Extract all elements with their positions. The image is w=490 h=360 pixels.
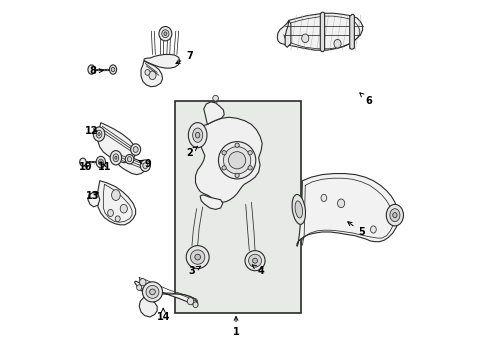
Ellipse shape <box>248 150 252 155</box>
Ellipse shape <box>386 204 403 226</box>
Ellipse shape <box>393 213 397 218</box>
Ellipse shape <box>219 141 256 179</box>
Ellipse shape <box>149 71 156 80</box>
Ellipse shape <box>140 160 150 171</box>
Ellipse shape <box>131 144 141 155</box>
Ellipse shape <box>110 150 122 165</box>
Ellipse shape <box>188 123 207 148</box>
Polygon shape <box>196 117 262 202</box>
Text: 7: 7 <box>176 51 193 63</box>
Text: 11: 11 <box>98 162 111 172</box>
Polygon shape <box>144 54 180 68</box>
Ellipse shape <box>159 27 172 41</box>
Ellipse shape <box>370 226 376 233</box>
Ellipse shape <box>115 156 117 159</box>
Ellipse shape <box>112 190 120 201</box>
Ellipse shape <box>80 158 86 166</box>
Ellipse shape <box>93 127 105 141</box>
Ellipse shape <box>222 166 226 170</box>
Polygon shape <box>320 12 324 51</box>
Ellipse shape <box>100 161 102 163</box>
Ellipse shape <box>191 250 205 264</box>
Ellipse shape <box>145 69 150 75</box>
Polygon shape <box>350 14 354 49</box>
Ellipse shape <box>140 279 146 286</box>
Ellipse shape <box>186 246 209 269</box>
Ellipse shape <box>125 154 134 164</box>
Ellipse shape <box>228 152 245 169</box>
Ellipse shape <box>127 157 132 162</box>
Text: 8: 8 <box>89 66 103 76</box>
Ellipse shape <box>245 251 265 271</box>
Ellipse shape <box>98 159 103 165</box>
Ellipse shape <box>390 209 400 222</box>
Ellipse shape <box>162 30 169 38</box>
Ellipse shape <box>133 147 138 152</box>
Polygon shape <box>285 21 291 47</box>
Polygon shape <box>141 61 163 87</box>
Polygon shape <box>98 123 137 163</box>
Ellipse shape <box>108 210 113 217</box>
Text: 5: 5 <box>348 222 365 237</box>
Text: 4: 4 <box>252 265 265 276</box>
Ellipse shape <box>222 150 226 155</box>
Text: 6: 6 <box>360 93 372 106</box>
Ellipse shape <box>321 194 327 202</box>
Bar <box>175 101 300 313</box>
Polygon shape <box>277 13 363 50</box>
Ellipse shape <box>164 32 167 36</box>
Ellipse shape <box>193 302 198 308</box>
Ellipse shape <box>187 298 194 305</box>
Ellipse shape <box>143 282 163 302</box>
Ellipse shape <box>213 95 219 101</box>
Ellipse shape <box>111 67 115 72</box>
Ellipse shape <box>248 254 262 267</box>
Ellipse shape <box>98 133 100 135</box>
Polygon shape <box>88 192 100 207</box>
Polygon shape <box>115 152 147 175</box>
Ellipse shape <box>223 147 251 174</box>
Ellipse shape <box>146 285 159 298</box>
Polygon shape <box>200 195 223 210</box>
Ellipse shape <box>196 132 200 138</box>
Text: 3: 3 <box>189 266 201 276</box>
Polygon shape <box>135 281 197 306</box>
Ellipse shape <box>96 130 102 138</box>
Ellipse shape <box>115 216 120 222</box>
Ellipse shape <box>195 254 200 260</box>
Ellipse shape <box>88 65 95 74</box>
Ellipse shape <box>109 65 117 74</box>
Text: 9: 9 <box>139 159 151 169</box>
Text: 2: 2 <box>186 146 198 158</box>
Text: 1: 1 <box>233 316 240 337</box>
Ellipse shape <box>120 204 127 213</box>
Ellipse shape <box>149 289 155 295</box>
Polygon shape <box>297 174 398 246</box>
Ellipse shape <box>235 143 239 147</box>
Ellipse shape <box>96 156 105 168</box>
Ellipse shape <box>137 285 142 291</box>
Ellipse shape <box>302 34 309 42</box>
Ellipse shape <box>143 163 148 168</box>
Text: 13: 13 <box>86 191 99 201</box>
Polygon shape <box>139 297 157 317</box>
Ellipse shape <box>334 40 341 48</box>
Text: 14: 14 <box>156 309 170 322</box>
Ellipse shape <box>295 201 302 218</box>
Ellipse shape <box>235 173 239 177</box>
Ellipse shape <box>193 128 203 142</box>
Ellipse shape <box>113 154 119 162</box>
Ellipse shape <box>338 199 344 208</box>
Ellipse shape <box>252 258 258 263</box>
Text: 10: 10 <box>79 162 92 172</box>
Polygon shape <box>204 102 224 125</box>
Ellipse shape <box>248 166 252 170</box>
Ellipse shape <box>292 194 306 224</box>
Text: 12: 12 <box>85 126 98 135</box>
Polygon shape <box>97 181 136 225</box>
